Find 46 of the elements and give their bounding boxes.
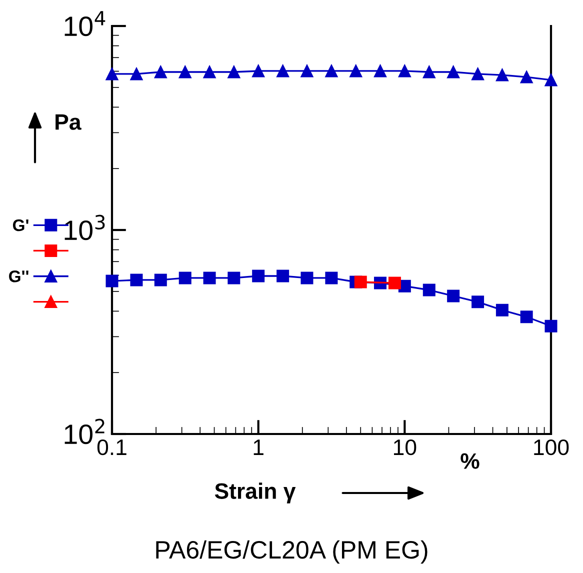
point: [106, 68, 118, 80]
text: PA6/EG/CL20A (PM EG): [156, 540, 428, 564]
point: [422, 284, 436, 296]
point: [154, 274, 167, 286]
point: [496, 304, 508, 316]
point: [325, 64, 338, 78]
point: [398, 64, 411, 78]
point: [252, 64, 265, 78]
point: [178, 66, 192, 78]
point: [325, 272, 338, 284]
x-tick-label: 100: [534, 439, 569, 456]
point: [228, 272, 240, 284]
point: [300, 272, 314, 284]
point: [178, 272, 192, 284]
point: [350, 64, 362, 78]
point: [374, 64, 386, 78]
point: [447, 66, 460, 78]
point: [130, 274, 143, 286]
x-tick-label: 1: [254, 440, 264, 455]
point: [520, 70, 533, 84]
point: [276, 64, 290, 78]
legend-label: G': [12, 219, 28, 232]
point: [106, 274, 118, 288]
point: [472, 296, 484, 308]
point: [544, 74, 558, 86]
point: [203, 66, 216, 78]
point: [276, 270, 290, 282]
point: [544, 320, 558, 332]
point: [496, 68, 508, 82]
text: %: [460, 453, 480, 469]
point: [422, 66, 436, 78]
point: [154, 66, 167, 78]
point: [203, 272, 216, 284]
y-tick-label: 10$^{3}$: [64, 214, 105, 240]
point: [472, 68, 484, 80]
point: [447, 290, 460, 302]
y-tick-label: 10$^{4}$: [64, 11, 106, 36]
y-axis-title: Pa: [56, 114, 82, 130]
point: [130, 68, 143, 80]
x-tick-label: 10: [394, 439, 416, 456]
legend-label: G'': [9, 270, 28, 282]
point: [300, 64, 314, 78]
x-axis-title: Strain γ: [214, 482, 296, 504]
point: [520, 310, 533, 324]
point: [252, 270, 265, 282]
point: [228, 66, 240, 78]
